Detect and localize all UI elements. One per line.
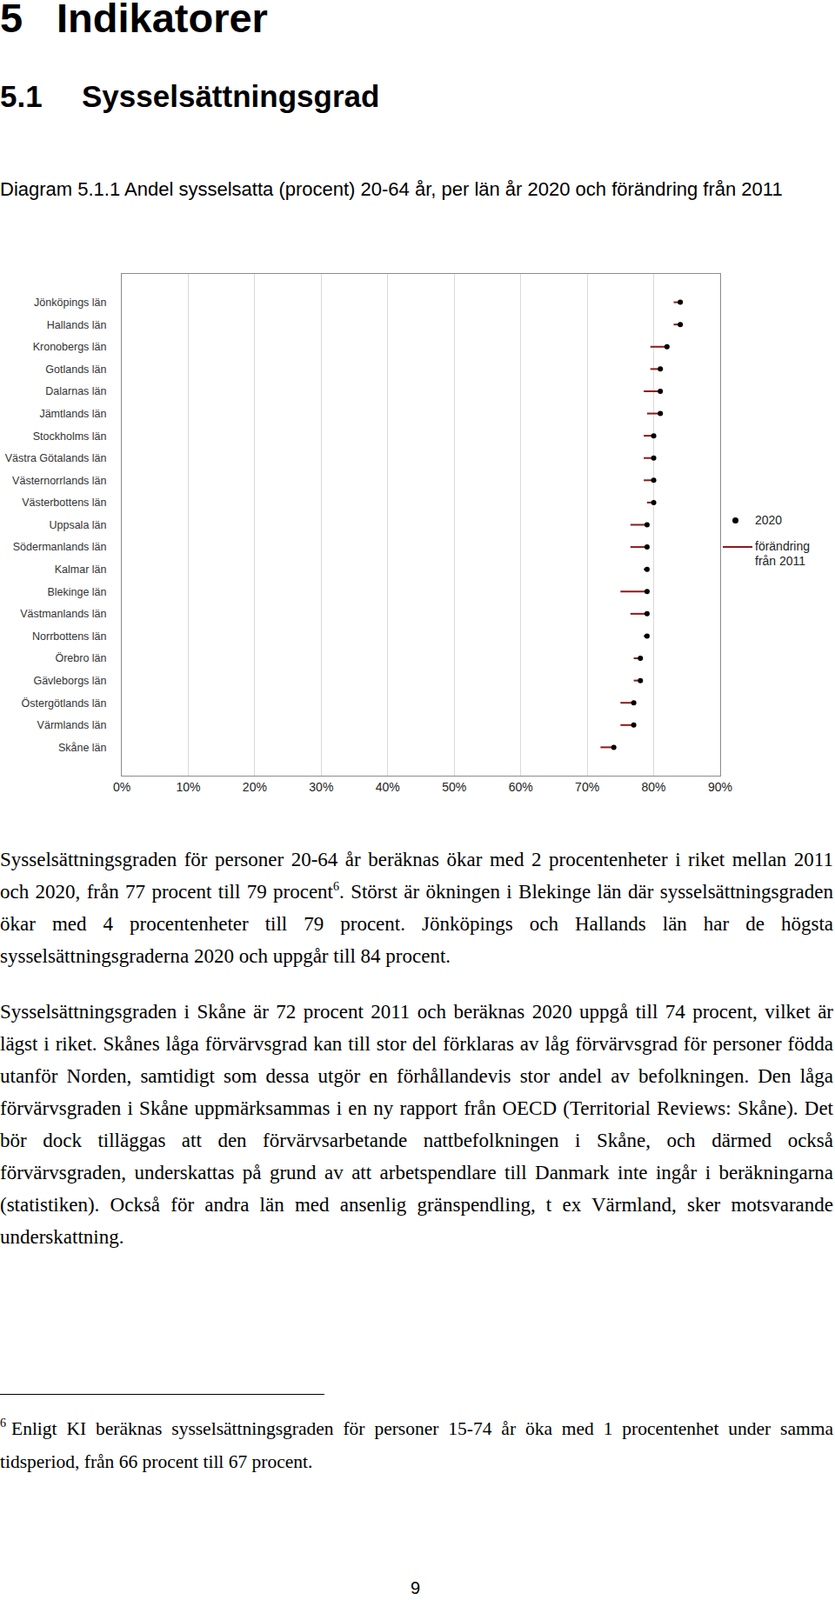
svg-text:20%: 20% bbox=[242, 780, 268, 795]
svg-text:Västmanlands län: Västmanlands län bbox=[20, 607, 107, 621]
html-text:9: 9 bbox=[410, 1578, 421, 1598]
svg-text:80%: 80% bbox=[641, 780, 667, 795]
svg-text:Västernorrlands län: Västernorrlands län bbox=[12, 474, 107, 488]
svg-text:0%: 0% bbox=[113, 780, 131, 795]
svg-text:60%: 60% bbox=[508, 780, 534, 795]
svg-text:Kronobergs län: Kronobergs län bbox=[33, 340, 107, 354]
svg-text:Värmlands län: Värmlands län bbox=[37, 719, 107, 732]
html-text:Sysselsättningsgrad: Sysselsättningsgrad bbox=[81, 79, 380, 114]
svg-text:Västra Götalands län: Västra Götalands län bbox=[5, 452, 107, 465]
svg-text:50%: 50% bbox=[441, 780, 467, 795]
svg-text:Östergötlands län: Östergötlands län bbox=[21, 697, 107, 710]
svg-text:40%: 40% bbox=[375, 780, 401, 795]
html-text:5.1: 5.1 bbox=[0, 79, 43, 114]
svg-text:30%: 30% bbox=[308, 780, 334, 795]
svg-text:Stockholms län: Stockholms län bbox=[33, 430, 107, 443]
html-text:Diagram 5.1.1 Andel sysselsatt: Diagram 5.1.1 Andel sysselsatta (procent… bbox=[0, 178, 783, 201]
svg-text:Gävleborgs län: Gävleborgs län bbox=[33, 674, 107, 688]
svg-text:Norrbottens län: Norrbottens län bbox=[32, 630, 107, 643]
svg-text:Jämtlands län: Jämtlands län bbox=[39, 407, 107, 421]
html-text:Sysselsättningsgraden för pers: Sysselsättningsgraden för personer 20-64… bbox=[0, 848, 834, 968]
svg-text:Blekinge län: Blekinge län bbox=[46, 586, 107, 599]
svg-text:Kalmar län: Kalmar län bbox=[54, 563, 107, 576]
svg-text:Dalarnas län: Dalarnas län bbox=[45, 385, 107, 398]
svg-text:Södermanlands län: Södermanlands län bbox=[13, 541, 107, 554]
svg-text:Hallands län: Hallands län bbox=[46, 319, 107, 332]
svg-text:Gotlands län: Gotlands län bbox=[45, 363, 107, 376]
html-text:förändring från 2011: förändring från 2011 bbox=[754, 539, 810, 568]
html-text:6 Enligt KI beräknas sysselsät: 6 Enligt KI beräknas sysselsättningsgrad… bbox=[0, 1416, 834, 1473]
svg-text:Örebro län: Örebro län bbox=[54, 652, 107, 665]
svg-text:Jönköpings län: Jönköpings län bbox=[33, 296, 107, 309]
svg-text:Uppsala län: Uppsala län bbox=[48, 519, 107, 532]
svg-text:10%: 10% bbox=[175, 780, 201, 795]
svg-text:90%: 90% bbox=[708, 780, 733, 795]
svg-text:70%: 70% bbox=[574, 780, 600, 795]
html-text:2020: 2020 bbox=[754, 513, 783, 528]
svg-text:Västerbottens län: Västerbottens län bbox=[21, 496, 107, 509]
svg-text:Skåne län: Skåne län bbox=[58, 741, 107, 755]
html-text:Sysselsättningsgraden i Skåne: Sysselsättningsgraden i Skåne är 72 proc… bbox=[0, 1001, 834, 1249]
